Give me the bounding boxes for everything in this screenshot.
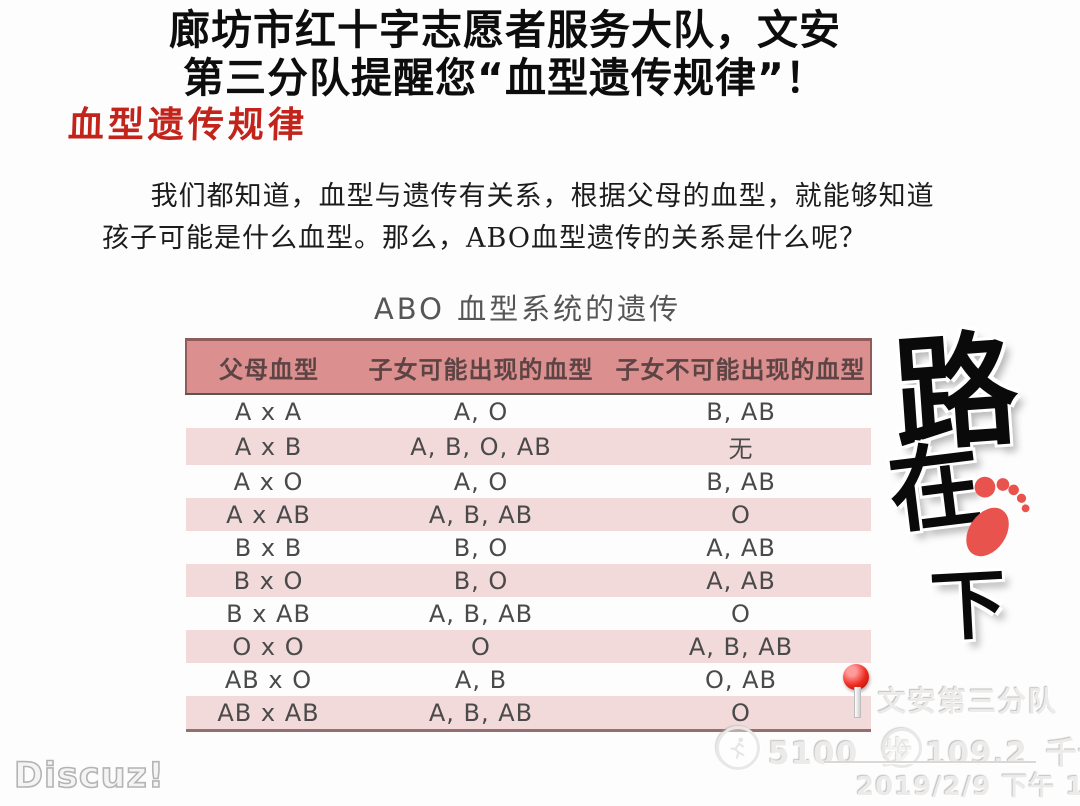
- discuz-watermark: Discuz!: [13, 755, 165, 797]
- cell-possible: A, O: [453, 467, 509, 496]
- cell-impossible: O, AB: [704, 665, 778, 694]
- table-row: B x O B, O A, AB: [186, 564, 871, 597]
- cell-parents: B x O: [233, 566, 304, 595]
- cell-parents: AB x AB: [186, 696, 351, 732]
- table-row: A x AB A, B, AB O: [186, 498, 871, 531]
- calligraphy-char-xia: 下: [928, 559, 1009, 652]
- page-title: 廊坊市红十字志愿者服务大队，文安 第三分队提醒您“血型遗传规律”！: [0, 6, 1010, 103]
- table-row: B x B B, O A, AB: [186, 531, 871, 564]
- cell-parents: A x AB: [226, 500, 311, 529]
- cell-impossible: O: [731, 599, 751, 628]
- watermark-divider: [824, 761, 1036, 763]
- cell-possible: A, B, AB: [351, 696, 611, 732]
- cell-impossible: A, AB: [706, 533, 776, 562]
- cell-impossible: A, AB: [706, 566, 776, 595]
- cell-impossible: 无: [728, 435, 754, 463]
- cell-impossible: B, AB: [706, 467, 776, 496]
- calories-value: 109.2 千卡: [925, 736, 1080, 772]
- table-header-row: 父母血型 子女可能出现的血型 子女不可能出现的血型: [185, 338, 872, 395]
- section-heading: 血型遗传规律: [67, 104, 309, 146]
- timestamp: 2019/2/9 下午 10:18: [856, 772, 1080, 802]
- cell-possible: A, B: [454, 665, 508, 694]
- cell-parents: A x B: [234, 432, 303, 461]
- table-row: A x A A, O B, AB: [186, 394, 871, 428]
- table-row: O x O O A, B, AB: [186, 630, 871, 663]
- page-title-line1: 廊坊市红十字志愿者服务大队，文安: [169, 6, 841, 54]
- pin-needle: [853, 687, 861, 718]
- table-title: ABO 血型系统的遗传: [373, 292, 682, 326]
- table-row: A x O A, O B, AB: [186, 465, 871, 498]
- cell-possible: A, O: [453, 397, 509, 426]
- page-title-line2: 第三分队提醒您“血型遗传规律”！: [183, 54, 827, 103]
- table-row: AB x AB A, B, AB O: [186, 696, 871, 732]
- cell-impossible: B, AB: [706, 397, 776, 426]
- cell-possible: A, B, AB: [428, 500, 534, 529]
- cell-parents: B x AB: [226, 599, 311, 628]
- cell-impossible: O: [731, 500, 751, 529]
- running-icon: [716, 726, 760, 770]
- team-watermark: 文安第三分队: [878, 685, 1059, 718]
- cell-possible: A, B, O, AB: [410, 432, 552, 461]
- blood-type-table: 父母血型 子女可能出现的血型 子女不可能出现的血型 A x A A, O B, AB…: [185, 338, 872, 732]
- pin-icon: [843, 664, 871, 722]
- table-row: AB x O A, B O, AB: [186, 663, 871, 696]
- cell-parents: AB x O: [224, 665, 313, 694]
- cell-parents: A x A: [234, 397, 303, 426]
- column-header-possible: 子女可能出现的血型: [351, 338, 611, 395]
- table-row: A x B A, B, O, AB 无: [186, 428, 871, 465]
- cell-impossible: A, B, AB: [688, 632, 794, 661]
- cell-parents: O x O: [232, 632, 305, 661]
- footprint-icon: [966, 476, 1030, 557]
- cell-parents: A x O: [233, 467, 304, 496]
- column-header-impossible: 子女不可能出现的血型: [611, 338, 872, 395]
- column-header-parents: 父母血型: [185, 338, 351, 395]
- intro-paragraph: 我们都知道，血型与遗传有关系，根据父母的血型，就能够知道孩子可能是什么血型。那么…: [102, 181, 935, 254]
- cell-possible: B, O: [453, 533, 509, 562]
- cell-possible: O: [471, 632, 491, 661]
- pin-head: [843, 664, 869, 690]
- cell-possible: B, O: [453, 566, 509, 595]
- cell-possible: A, B, AB: [428, 599, 534, 628]
- table-row: B x AB A, B, AB O: [186, 597, 871, 630]
- cell-parents: B x B: [234, 533, 303, 562]
